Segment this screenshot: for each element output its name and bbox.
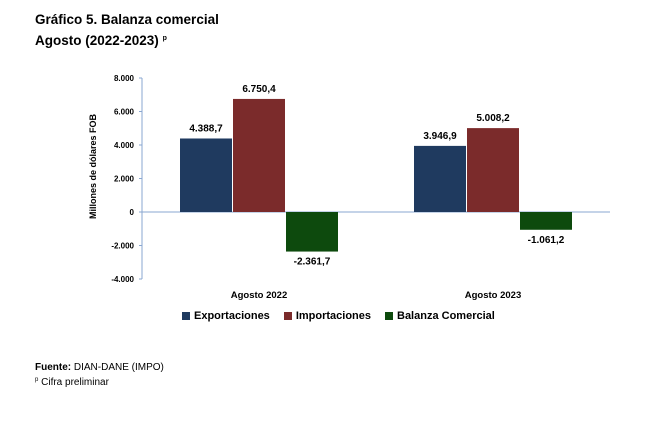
note-line: p Cifra preliminar [35,374,164,389]
bar-balanza-comercial [286,212,338,252]
legend-label-exportaciones: Exportaciones [194,310,270,322]
x-category-label: Agosto 2022 [231,290,288,300]
legend-label-balanza-comercial: Balanza Comercial [397,310,495,322]
chart-legend: Exportaciones Importaciones Balanza Come… [182,310,495,322]
note-text: Cifra preliminar [41,377,109,388]
bar-importaciones [233,98,285,212]
chart-title: Gráfico 5. Balanza comercial Agosto (202… [35,10,219,50]
preliminary-mark: p [162,35,167,42]
data-label: 5.008,2 [476,113,510,124]
data-label: 6.750,4 [242,84,276,95]
legend-swatch-exportaciones [182,312,190,320]
legend-item-balanza-comercial: Balanza Comercial [385,310,495,322]
y-tick-label: -4.000 [111,275,134,284]
y-tick-label: -2.000 [111,242,134,251]
source-text: DIAN-DANE (IMPO) [73,362,164,373]
chart-title-line2: Agosto (2022-2023) p [35,29,219,50]
chart-title-line1: Gráfico 5. Balanza comercial [35,12,219,27]
bar-exportaciones [180,138,232,212]
source-line: Fuente: DIAN-DANE (IMPO) [35,361,164,374]
y-tick-label: 4.000 [114,141,135,150]
y-axis-title: Millones de dólares FOB [88,113,98,219]
data-label: 4.388,7 [189,123,223,134]
y-tick-label: 2.000 [114,175,135,184]
data-label: 3.946,9 [423,131,457,142]
bar-balanza-comercial [520,212,572,230]
legend-item-exportaciones: Exportaciones [182,310,270,322]
y-tick-label: 8.000 [114,74,135,83]
x-category-label: Agosto 2023 [465,290,522,300]
bar-importaciones [467,128,519,212]
legend-label-importaciones: Importaciones [295,310,371,322]
chart-footer: Fuente: DIAN-DANE (IMPO) p Cifra prelimi… [35,361,164,389]
legend-swatch-balanza-comercial [385,312,393,320]
bar-exportaciones [414,145,466,212]
y-tick-label: 0 [130,208,135,217]
chart-title-period: Agosto (2022-2023) [35,33,159,48]
legend-swatch-importaciones [283,312,292,320]
data-label: -1.061,2 [528,235,565,246]
note-mark: p [35,377,39,383]
legend-item-importaciones: Importaciones [283,310,371,322]
data-label: -2.361,7 [294,257,331,268]
source-label: Fuente: [35,362,72,373]
y-tick-label: 6.000 [114,108,135,117]
bar-chart: 8.000 6.000 4.000 2.000 0 -2.000 -4.000 Millone… [88,74,610,300]
